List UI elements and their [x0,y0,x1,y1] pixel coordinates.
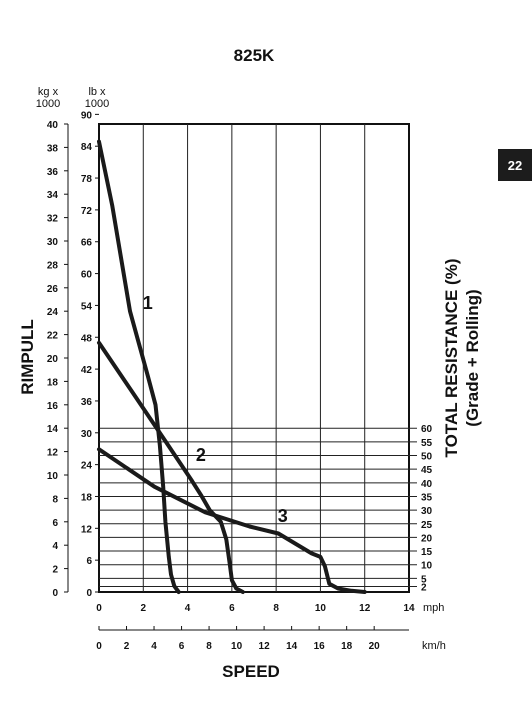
y-kg-tick-label: 0 [52,588,58,599]
x-kmh-tick-label: 4 [151,641,157,652]
x-kmh-tick-label: 12 [259,641,271,652]
x-kmh-tick-label: 0 [96,641,102,652]
y-kg-tick-label: 2 [52,565,58,576]
y-kg-tick-label: 10 [47,471,59,482]
x-kmh-tick-label: 14 [286,641,298,652]
chart-title: 825K [234,46,275,65]
y-kg-tick-label: 30 [47,237,59,248]
resistance-tick-label: 15 [421,547,433,558]
y-axis-title: RIMPULL [18,319,37,395]
x-kmh-tick-label: 10 [231,641,243,652]
x-mph-tick-label: 10 [315,603,327,614]
series-line-3 [97,447,367,594]
x-kmh-tick-label: 18 [341,641,353,652]
x-kmh-tick-label: 8 [206,641,212,652]
resistance-tick-label: 10 [421,561,433,572]
y2-axis-title-line1: TOTAL RESISTANCE (%) [442,259,461,458]
y-lb-tick-label: 12 [81,524,93,535]
resistance-tick-label: 35 [421,492,433,503]
y-kg-tick-label: 38 [47,143,59,154]
y-kg-tick-label: 20 [47,354,59,365]
y-lb-tick-label: 6 [86,556,92,567]
series-label-1: 1 [143,293,153,313]
y-kg-tick-label: 34 [47,190,59,201]
series-line-2 [97,340,245,594]
y-kg-tick-label: 4 [52,541,58,552]
y-kg-tick-label: 6 [52,518,58,529]
resistance-tick-label: 2 [421,583,427,594]
series-label-3: 3 [278,506,288,526]
y-kg-tick-label: 26 [47,284,59,295]
y-lb-tick-label: 84 [81,142,93,153]
resistance-tick-label: 40 [421,479,433,490]
x-mph-tick-label: 4 [185,603,191,614]
y-lb-tick-label: 24 [81,461,93,472]
y-kg-tick-label: 28 [47,260,59,271]
x-mph-tick-label: 0 [96,603,102,614]
y-lb-tick-label: 48 [81,333,93,344]
y-kg-tick-label: 8 [52,494,58,505]
y-kg-tick-label: 16 [47,401,59,412]
page-tab: 22 [498,149,532,181]
x-axis-title: SPEED [222,662,280,681]
x-mph-tick-label: 6 [229,603,235,614]
x-unit-mph: mph [423,602,444,614]
y-kg-tick-label: 14 [47,424,59,435]
y-lb-tick-label: 60 [81,270,93,281]
y-kg-tick-label: 18 [47,377,59,388]
resistance-tick-label: 25 [421,520,433,531]
x-mph-tick-label: 8 [273,603,279,614]
y-kg-tick-label: 36 [47,167,59,178]
y-lb-tick-label: 42 [81,365,93,376]
y-lb-tick-label: 30 [81,429,93,440]
y-lb-tick-label: 0 [86,588,92,599]
series-label-2: 2 [196,445,206,465]
x-kmh-tick-label: 20 [369,641,381,652]
x-unit-kmh: km/h [422,640,446,652]
x-kmh-tick-label: 16 [314,641,326,652]
y-kg-tick-label: 24 [47,307,59,318]
y-kg-tick-label: 22 [47,331,59,342]
x-kmh-tick-label: 2 [124,641,130,652]
x-mph-tick-label: 2 [141,603,147,614]
resistance-tick-label: 20 [421,533,433,544]
y2-axis-title-line2: (Grade + Rolling) [463,289,482,426]
resistance-tick-label: 55 [421,438,433,449]
y-lb-tick-label: 66 [81,238,93,249]
resistance-tick-label: 30 [421,506,433,517]
x-mph-tick-label: 14 [403,603,415,614]
y-lb-tick-label: 36 [81,397,93,408]
x-mph-tick-label: 12 [359,603,371,614]
y-lb-tick-label: 72 [81,206,93,217]
y-lb-tick-label: 90 [81,110,93,121]
y-unit-lb-line2: 1000 [85,98,109,110]
y-lb-tick-label: 78 [81,174,93,185]
x-kmh-tick-label: 6 [179,641,185,652]
y-kg-tick-label: 32 [47,214,59,225]
resistance-tick-label: 50 [421,452,433,463]
resistance-tick-label: 60 [421,424,433,435]
resistance-tick-label: 5 [421,574,427,585]
y-lb-tick-label: 18 [81,492,93,503]
y-lb-tick-label: 54 [81,301,93,312]
y-kg-tick-label: 12 [47,448,59,459]
y-kg-tick-label: 40 [47,120,59,131]
y-unit-kg-line1: kg x [38,86,59,98]
plot-frame [98,123,410,593]
resistance-tick-label: 45 [421,465,433,476]
y-unit-kg-line2: 1000 [36,98,60,110]
series-line-1 [97,139,181,594]
y-unit-lb-line1: lb x [88,86,106,98]
